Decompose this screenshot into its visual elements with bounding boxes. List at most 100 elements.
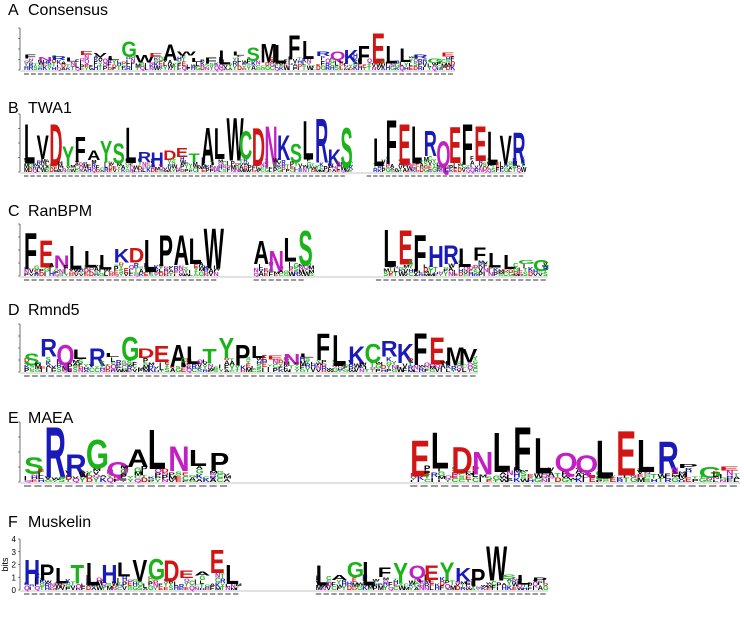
panel-name: MAEA	[28, 410, 74, 427]
logo-letter-small: M	[513, 469, 521, 474]
logo-letter-small: Q	[79, 165, 84, 172]
logo-letter-small: Y	[184, 269, 189, 275]
logo-letter-small: I	[339, 66, 341, 70]
logo-letter-small: V	[398, 166, 402, 172]
logo-letter-small: V	[29, 269, 34, 275]
logo-letter: A	[254, 233, 270, 271]
logo-letter-small: V	[637, 469, 645, 475]
logo-letter-small: F	[131, 63, 136, 67]
logo-letter-small: E	[388, 274, 393, 277]
logo-letter-small: Q	[140, 66, 145, 71]
logo-letter: L	[493, 421, 511, 485]
logo-letter-small: M	[423, 271, 430, 274]
logo-letter: N	[38, 56, 52, 62]
logo-letter-small: H	[138, 169, 143, 173]
logo-letter-small: C	[367, 588, 372, 591]
logo-letter-small: S	[29, 365, 34, 367]
logo-letter: P	[159, 227, 173, 277]
logo-letter-small: Y	[445, 588, 450, 591]
logo-letter-small: Q	[159, 166, 164, 171]
logo-letter-small: R	[504, 164, 509, 169]
logo-letter-small: I	[523, 264, 525, 270]
logo-letter-small: E	[316, 64, 321, 67]
logo-letter-small: M	[513, 274, 520, 277]
logo-letter-small: Y	[64, 273, 69, 277]
logo-letter-small: C	[181, 356, 187, 364]
logo-letter-small: P	[210, 169, 215, 174]
logo-letter-small: W	[357, 583, 364, 587]
logo-letter-small: M	[408, 370, 415, 373]
logo-letter-small: D	[112, 586, 117, 590]
logo-letter-small: W	[243, 169, 249, 174]
logo-letter: R	[89, 344, 106, 372]
logo-letter-small: Y	[138, 161, 142, 168]
logo-letter-small: F	[328, 167, 332, 172]
logo-letter: G	[86, 431, 109, 478]
logo-letter-small: R	[419, 366, 425, 374]
logo-letter-small: A	[538, 585, 543, 592]
logo-letter-small: H	[264, 271, 269, 274]
logo-letter-small: V	[163, 59, 168, 63]
logo-letter-small: V	[248, 169, 253, 174]
logo-letter-small: Y	[349, 169, 354, 173]
logo-letter-small: Y	[342, 586, 347, 592]
logo-letter-small: G	[307, 161, 312, 168]
logo-letter-small: S	[446, 59, 451, 63]
logo-letter-small: C	[463, 274, 468, 277]
logo-letter-small: S	[520, 470, 527, 478]
logo-letter-small: M	[403, 586, 409, 591]
logo-letter-small: V	[94, 265, 99, 268]
logo-letter-small: P	[55, 588, 60, 591]
logo-letter-small: Q	[463, 266, 469, 272]
logo-letter-small: T	[388, 267, 392, 273]
logo-letter-small: G	[398, 267, 404, 271]
logo-letter-small: M	[520, 470, 528, 472]
logo-letter-small: S	[84, 265, 89, 269]
panel-title: B TWA1	[8, 100, 72, 118]
logo-letter-small: W	[116, 368, 123, 373]
logo-letter-small: A	[209, 268, 215, 274]
logo-letter-small: A	[223, 68, 228, 71]
logo-letter-small: P	[120, 473, 127, 480]
logo-letter-small: D	[420, 167, 425, 174]
logo-letter-small: A	[223, 478, 231, 483]
logo-letter-small: P	[161, 474, 168, 480]
logo-letter-small: M	[35, 363, 42, 365]
logo-letter: Y	[100, 135, 112, 169]
logo-letter-small: S	[487, 158, 491, 164]
logo-letter: L	[300, 353, 314, 359]
logo-letter-small: E	[31, 478, 38, 483]
logo-letter-small: R	[513, 466, 521, 470]
logo-letter-small: H	[512, 158, 517, 163]
logo-letter-small: S	[305, 358, 310, 362]
logo-letter-small: L	[259, 263, 263, 269]
logo-letter-small: L	[37, 169, 41, 173]
logo-letter-small: P	[24, 274, 29, 278]
logo-letter-small: G	[127, 588, 133, 591]
logo-letter-small: W	[457, 163, 463, 167]
logo-letter-small: S	[246, 356, 252, 361]
logo-letter-small: D	[413, 66, 419, 71]
logo-letter-small: L	[129, 269, 133, 275]
logo-letter-small: H	[347, 581, 353, 587]
logo-letter-small: H	[458, 269, 463, 274]
logo-letter-small: R	[83, 162, 88, 165]
logo-letter-small: M	[199, 269, 205, 273]
logo-letter: L	[24, 113, 35, 176]
logo-letter-small: D	[457, 167, 462, 174]
logo-letter-small: Q	[214, 65, 219, 72]
logo-letter: F	[473, 245, 486, 265]
logo-letter-small: Y	[127, 475, 134, 479]
logo-letter: G	[148, 552, 165, 586]
logo-letter-small: R	[479, 161, 484, 166]
logo-letter-small: C	[94, 368, 100, 374]
logo-letter-small: T	[398, 169, 402, 173]
logo-letter-small: Q	[76, 584, 82, 591]
logo-letter-small: Y	[246, 65, 251, 72]
logo-letter-small: E	[453, 168, 457, 174]
logo-letter-small: D	[446, 67, 452, 72]
logo-letter-small: A	[210, 477, 218, 483]
logo-letter-small: K	[493, 267, 499, 273]
logo-letter-small: V	[316, 580, 321, 587]
logo-letter-small: I	[488, 268, 490, 274]
